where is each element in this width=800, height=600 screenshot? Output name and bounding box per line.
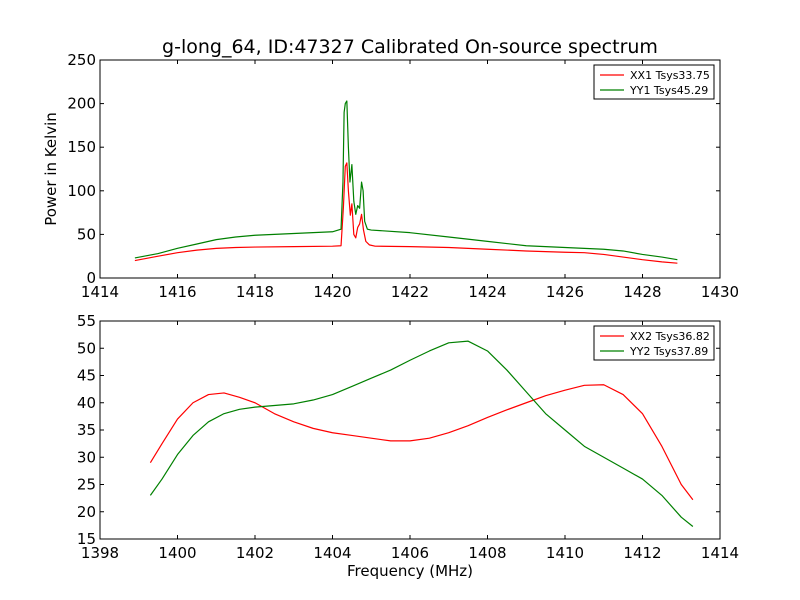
bottom-legend-label-2: YY2 Tsys37.89 — [629, 345, 708, 358]
top-series-line-2 — [134, 100, 678, 261]
top-y-tick-label: 50 — [77, 225, 96, 243]
bottom-legend-label-1: XX2 Tsys36.82 — [630, 330, 710, 343]
top-x-tick-label: 1418 — [236, 283, 274, 301]
bottom-x-tick-label: 1406 — [391, 544, 429, 562]
top-series-line-1 — [134, 162, 678, 264]
top-x-tick-label: 1414 — [81, 283, 119, 301]
top-x-tick-label: 1416 — [158, 283, 196, 301]
bottom-y-tick-label: 40 — [77, 394, 96, 412]
top-y-tick-label: 100 — [67, 182, 96, 200]
top-legend-label-1: XX1 Tsys33.75 — [630, 69, 710, 82]
bottom-y-tick-label: 35 — [77, 421, 96, 439]
bottom-y-tick-label: 20 — [77, 503, 96, 521]
top-y-axis-label: Power in Kelvin — [42, 112, 60, 226]
top-y-tick-label: 150 — [67, 138, 96, 156]
bottom-x-tick-label: 1414 — [701, 544, 739, 562]
bottom-x-tick-label: 1400 — [158, 544, 196, 562]
bottom-series-line-1 — [149, 384, 694, 501]
bottom-legend: XX2 Tsys36.82 YY2 Tsys37.89 — [593, 325, 715, 361]
bottom-y-tick-label: 55 — [77, 312, 96, 330]
bottom-y-tick-label: 25 — [77, 476, 96, 494]
top-y-tick-label: 250 — [67, 51, 96, 69]
top-x-tick-label: 1426 — [546, 283, 584, 301]
chart-title: g-long_64, ID:47327 Calibrated On-source… — [162, 36, 658, 58]
bottom-legend-box — [593, 325, 715, 361]
bottom-y-tick-label: 50 — [77, 339, 96, 357]
bottom-x-tick-label: 1402 — [236, 544, 274, 562]
bottom-x-tick-label: 1410 — [546, 544, 584, 562]
bottom-x-tick-label: 1412 — [623, 544, 661, 562]
bottom-x-axis-label: Frequency (MHz) — [347, 562, 473, 580]
top-x-tick-label: 1420 — [313, 283, 351, 301]
bottom-x-tick-label: 1408 — [468, 544, 506, 562]
bottom-x-tick-label: 1398 — [81, 544, 119, 562]
bottom-y-tick-label: 45 — [77, 367, 96, 385]
bottom-panel: 1398 1400 1402 1404 1406 1408 1410 1412 1414 15 20… — [77, 312, 739, 562]
top-x-tick-label: 1422 — [391, 283, 429, 301]
bottom-y-tick-label: 15 — [77, 530, 96, 548]
bottom-series-line-2 — [149, 340, 694, 527]
top-legend: XX1 Tsys33.75 YY1 Tsys45.29 — [593, 64, 715, 100]
top-legend-box — [593, 64, 715, 100]
top-y-tick-label: 0 — [86, 269, 96, 287]
bottom-y-tick-label: 30 — [77, 448, 96, 466]
top-panel: 1414 1416 1418 1420 1422 1424 1426 1428 1430 0 50 1… — [67, 51, 739, 301]
top-x-tick-label: 1430 — [701, 283, 739, 301]
top-y-tick-label: 200 — [67, 95, 96, 113]
top-x-tick-label: 1424 — [468, 283, 506, 301]
bottom-x-tick-label: 1404 — [313, 544, 351, 562]
top-x-tick-label: 1428 — [623, 283, 661, 301]
top-legend-label-2: YY1 Tsys45.29 — [629, 84, 708, 97]
